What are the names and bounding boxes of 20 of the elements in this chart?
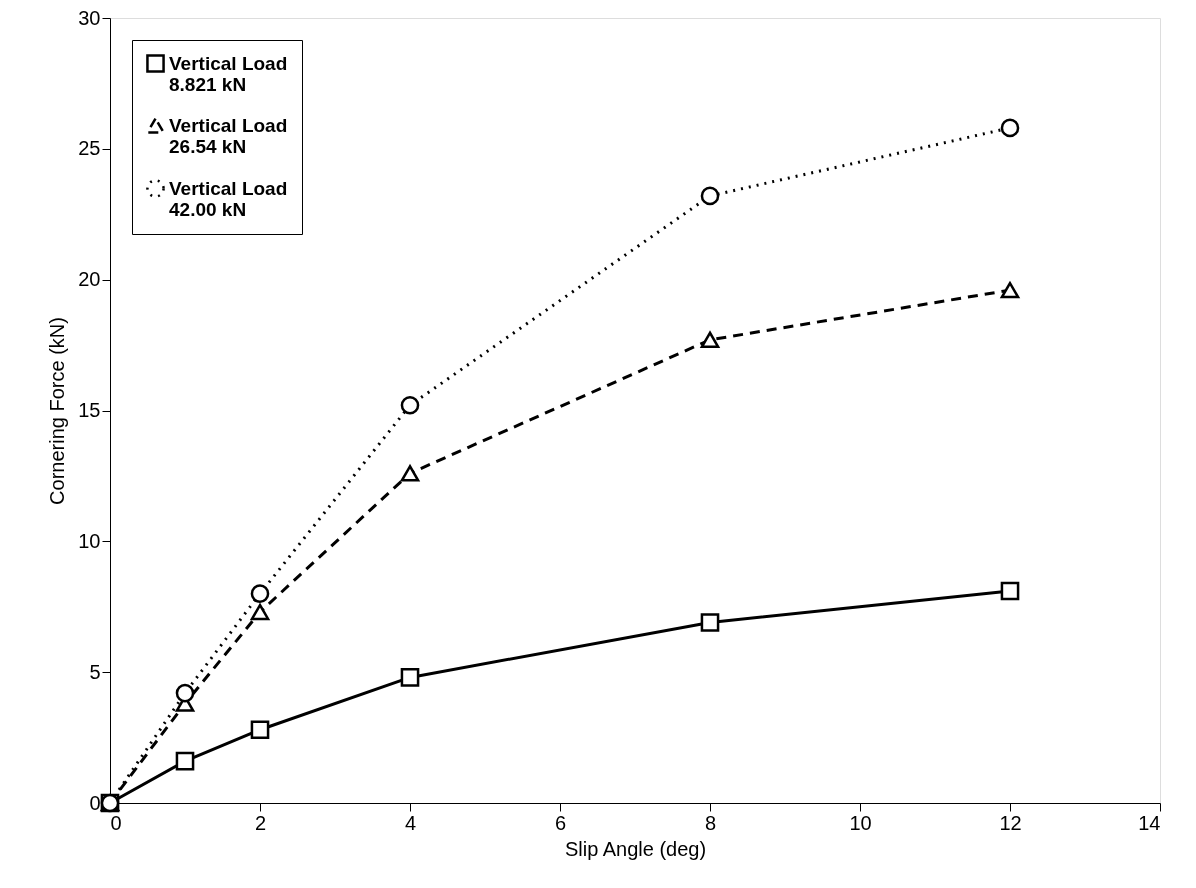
y-tick-label: 25 [78,137,101,160]
y-axis-title: Cornering Force (kN) [46,317,69,505]
x-axis-title: Slip Angle (deg) [564,837,707,860]
x-tick-label: 6 [554,811,567,834]
y-tick-label: 0 [89,791,101,814]
x-tick-label: 8 [704,811,717,834]
x-tick-label: 12 [999,811,1022,834]
x-tick-label: 4 [404,811,417,834]
x-tick-label: 14 [1138,811,1161,834]
y-tick-label: 10 [78,529,101,552]
y-tick-label: 30 [78,6,101,29]
y-tick-label: 20 [78,268,101,291]
legend-label: Vertical Load 42.00 kN [169,177,288,220]
y-tick-label: 5 [89,660,101,683]
x-tick-label: 2 [254,811,267,834]
y-tick-label: 15 [78,399,101,421]
legend-label: Vertical Load 26.54 kN [169,114,288,157]
x-tick-label: 0 [110,811,122,834]
x-tick-label: 10 [849,811,872,834]
legend-label: Vertical Load 8.821 kN [169,52,288,95]
